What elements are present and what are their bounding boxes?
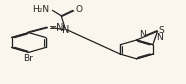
Text: N: N: [62, 25, 69, 35]
Text: Br: Br: [23, 54, 33, 63]
Text: =N: =N: [49, 23, 64, 33]
Text: H₂N: H₂N: [32, 5, 49, 14]
Text: S: S: [158, 26, 164, 35]
Text: N: N: [139, 30, 145, 39]
Text: O: O: [75, 5, 82, 14]
Text: N: N: [156, 33, 163, 42]
